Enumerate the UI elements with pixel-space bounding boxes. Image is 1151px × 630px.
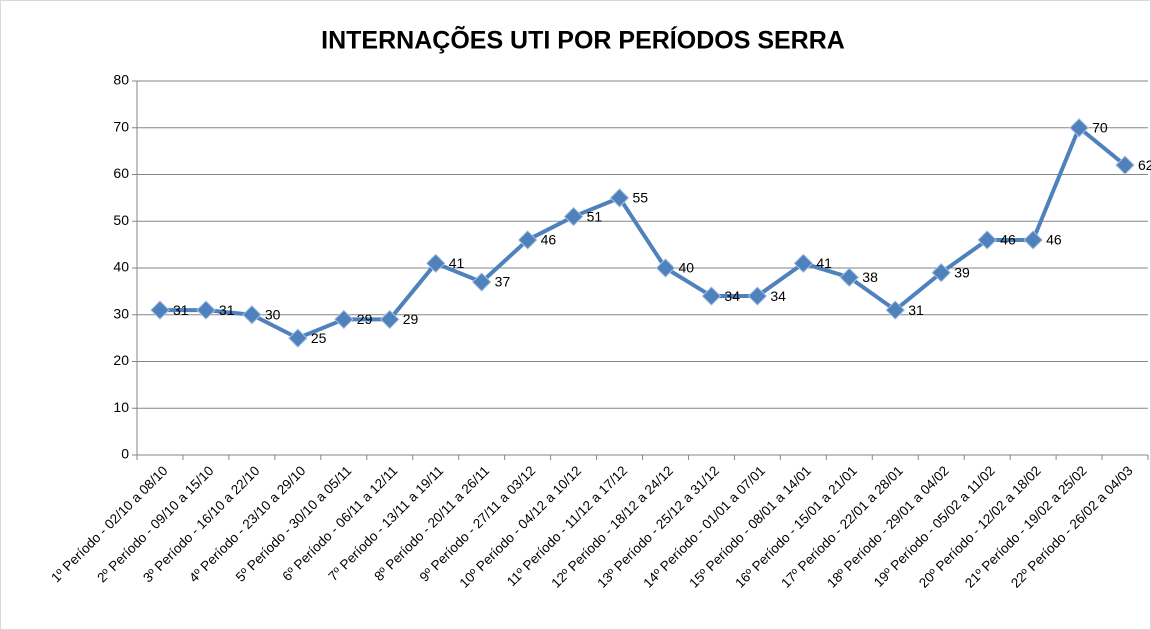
marker (380, 309, 400, 330)
marker (839, 267, 860, 288)
data-label: 25 (311, 330, 327, 346)
y-tick-label: 0 (121, 446, 129, 462)
data-label: 41 (816, 255, 832, 271)
y-tick-label: 20 (113, 352, 129, 368)
y-tick-label: 70 (113, 118, 129, 134)
marker (609, 188, 630, 208)
data-label: 34 (770, 288, 786, 304)
data-label: 39 (954, 264, 970, 280)
data-label: 70 (1092, 119, 1108, 135)
data-label: 38 (862, 269, 878, 285)
y-tick-label: 80 (113, 72, 129, 88)
marker (977, 230, 997, 250)
y-tick-label: 10 (113, 399, 129, 415)
marker (334, 309, 354, 330)
marker (931, 262, 951, 283)
marker (747, 286, 768, 306)
marker (1069, 118, 1089, 138)
data-label: 46 (1000, 232, 1016, 248)
data-label: 40 (678, 260, 694, 276)
marker (471, 272, 492, 292)
y-tick-label: 40 (113, 259, 129, 275)
data-label: 29 (357, 311, 373, 327)
data-label: 55 (633, 190, 649, 206)
data-label: 62 (1138, 157, 1151, 173)
marker (1023, 230, 1043, 250)
marker (1115, 155, 1135, 175)
data-label: 37 (495, 274, 511, 290)
marker (701, 286, 722, 306)
data-label: 31 (908, 302, 924, 318)
marker (242, 305, 262, 325)
data-label: 31 (219, 302, 235, 318)
y-tick-label: 60 (113, 165, 129, 181)
data-label: 34 (724, 288, 740, 304)
data-label: 41 (449, 255, 465, 271)
marker (793, 253, 814, 274)
line (159, 125, 1127, 341)
data-label: 46 (1046, 232, 1062, 248)
marker (425, 253, 446, 274)
marker (288, 328, 308, 348)
marker (517, 230, 538, 250)
marker (196, 300, 216, 320)
marker (885, 300, 905, 320)
marker (655, 258, 676, 278)
data-label: 46 (541, 232, 557, 248)
chart-title: INTERNAÇÕES UTI POR PERÍODOS SERRA (321, 25, 845, 55)
marker (563, 206, 584, 227)
y-tick-label: 50 (113, 212, 129, 228)
data-label: 31 (173, 302, 189, 318)
y-tick-label: 30 (113, 305, 129, 321)
data-label: 51 (587, 208, 603, 224)
data-label: 29 (403, 311, 419, 327)
data-label: 30 (265, 306, 281, 322)
marker (150, 300, 170, 320)
